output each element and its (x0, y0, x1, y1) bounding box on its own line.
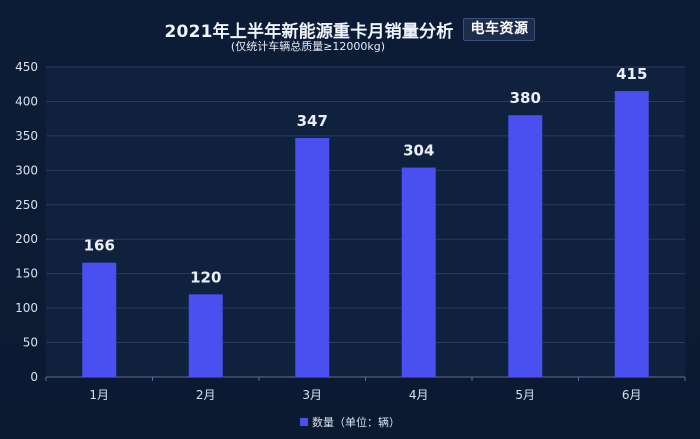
x-tick-label: 2月 (196, 388, 216, 402)
data-label: 120 (190, 268, 221, 286)
chart-subtitle: (仅统计车辆总质量≥12000kg) (230, 40, 386, 53)
y-tick-label: 200 (15, 232, 38, 246)
y-tick-label: 0 (30, 370, 38, 384)
data-label: 347 (297, 112, 328, 130)
bar[interactable] (508, 115, 543, 377)
x-tick-label: 4月 (409, 388, 429, 402)
y-tick-label: 100 (15, 301, 38, 315)
x-tick-label: 5月 (515, 388, 535, 402)
y-tick-label: 300 (15, 163, 38, 177)
bar[interactable] (614, 91, 649, 377)
x-tick-label: 3月 (302, 388, 322, 402)
data-label: 304 (403, 142, 434, 160)
bar[interactable] (82, 262, 117, 377)
brand-logo: 电车资源 (463, 17, 536, 41)
data-label: 415 (616, 65, 647, 83)
bar[interactable] (295, 137, 330, 377)
legend-swatch (300, 418, 308, 426)
bar[interactable] (188, 294, 223, 377)
y-tick-label: 450 (15, 60, 38, 74)
y-tick-label: 350 (15, 129, 38, 143)
x-tick-label: 6月 (622, 388, 642, 402)
legend-label: 数量（单位：辆） (312, 416, 400, 429)
y-tick-label: 400 (15, 94, 38, 108)
y-tick-label: 150 (15, 267, 38, 281)
data-label: 166 (84, 237, 115, 255)
x-tick-label: 1月 (89, 388, 109, 402)
title-row: 2021年上半年新能源重卡月销量分析 电车资源 (0, 14, 700, 44)
plot-area (46, 67, 685, 377)
bar[interactable] (401, 167, 436, 377)
y-tick-label: 50 (23, 336, 38, 350)
y-tick-label: 250 (15, 198, 38, 212)
legend[interactable]: 数量（单位：辆） (0, 414, 700, 430)
chart-title: 2021年上半年新能源重卡月销量分析 (164, 21, 454, 42)
data-label: 380 (510, 89, 541, 107)
